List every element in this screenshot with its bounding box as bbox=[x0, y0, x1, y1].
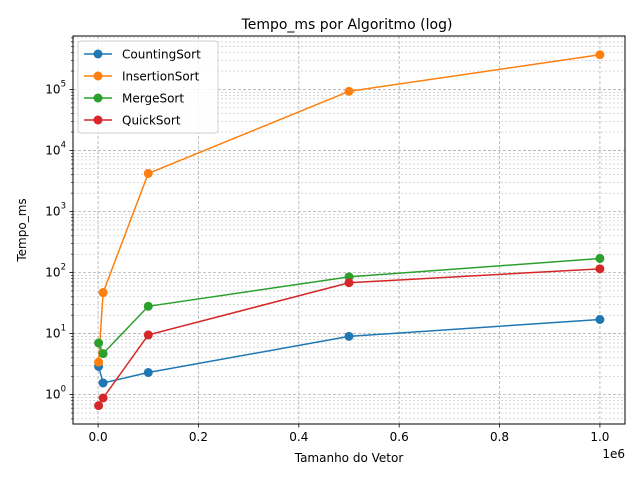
series-countingsort bbox=[94, 315, 605, 388]
x-tick-label: 0.2 bbox=[189, 430, 208, 444]
y-tick-label: 102 bbox=[45, 263, 66, 280]
data-point bbox=[595, 50, 605, 60]
x-axis: 0.0 0.2 0.4 0.6 0.8 1.0 bbox=[89, 424, 609, 444]
data-point bbox=[344, 86, 354, 96]
series-quicksort bbox=[94, 264, 605, 411]
y-tick-label: 105 bbox=[45, 79, 66, 96]
y-axis: 100 101 102 103 104 105 bbox=[45, 37, 73, 420]
data-point bbox=[94, 338, 104, 348]
y-tick-label: 101 bbox=[45, 324, 66, 341]
series-insertionsort bbox=[94, 50, 605, 367]
legend-box bbox=[77, 40, 219, 134]
y-tick-label: 103 bbox=[45, 201, 66, 218]
series-mergesort bbox=[94, 253, 605, 359]
data-point bbox=[143, 168, 153, 178]
data-point bbox=[344, 278, 354, 288]
data-point bbox=[143, 301, 153, 311]
data-point bbox=[595, 315, 605, 325]
y-axis-label: Tempo_ms bbox=[15, 198, 29, 262]
y-tick-label: 104 bbox=[45, 140, 66, 157]
x-axis-offset-label: 1e6 bbox=[602, 447, 625, 461]
legend-marker bbox=[93, 93, 103, 103]
legend: CountingSort InsertionSort MergeSort QuickS… bbox=[77, 40, 219, 134]
data-point bbox=[98, 349, 108, 359]
data-point bbox=[595, 253, 605, 263]
data-point bbox=[143, 330, 153, 340]
legend-item-quicksort: QuickSort bbox=[84, 114, 181, 128]
x-axis-label: Tamanho do Vetor bbox=[294, 451, 404, 465]
data-point bbox=[94, 357, 104, 367]
data-point bbox=[344, 331, 354, 341]
x-tick-label: 0.0 bbox=[89, 430, 108, 444]
y-tick-label: 100 bbox=[45, 385, 66, 402]
data-point bbox=[143, 368, 153, 378]
data-point bbox=[98, 288, 108, 298]
legend-label: MergeSort bbox=[122, 92, 184, 106]
chart-title: Tempo_ms por Algoritmo (log) bbox=[241, 17, 453, 33]
x-tick-label: 1.0 bbox=[590, 430, 609, 444]
x-tick-label: 0.8 bbox=[490, 430, 509, 444]
legend-marker bbox=[93, 115, 103, 125]
legend-label: CountingSort bbox=[122, 48, 201, 62]
series-area bbox=[94, 50, 605, 411]
x-tick-label: 0.4 bbox=[289, 430, 308, 444]
legend-item-countingsort: CountingSort bbox=[84, 48, 201, 62]
data-point bbox=[94, 401, 104, 411]
data-point bbox=[98, 393, 108, 403]
legend-label: InsertionSort bbox=[122, 70, 200, 84]
legend-label: QuickSort bbox=[122, 114, 181, 128]
x-tick-label: 0.6 bbox=[390, 430, 409, 444]
data-point bbox=[98, 378, 108, 388]
legend-item-mergesort: MergeSort bbox=[84, 92, 184, 106]
legend-marker bbox=[93, 71, 103, 81]
legend-marker bbox=[93, 49, 103, 59]
data-point bbox=[595, 264, 605, 274]
legend-item-insertionsort: InsertionSort bbox=[84, 70, 200, 84]
